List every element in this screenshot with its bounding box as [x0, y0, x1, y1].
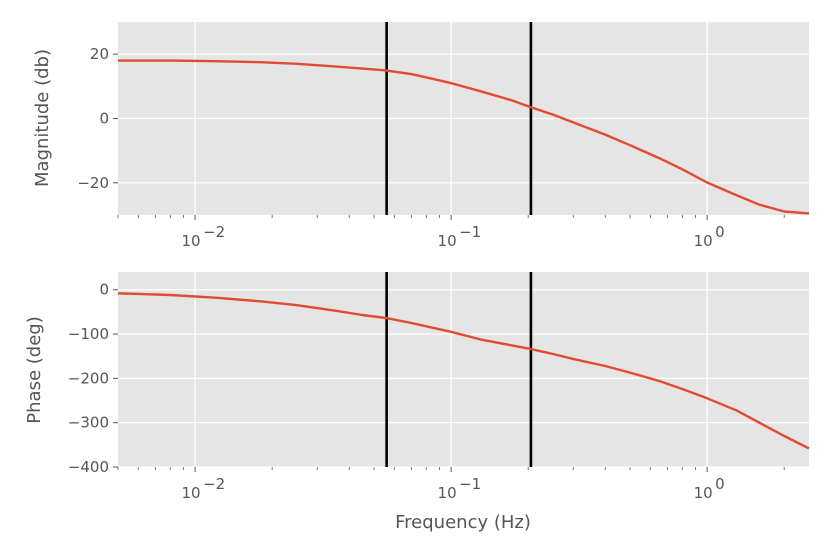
- magnitude-y-ticks: 20 0 −20: [77, 45, 118, 192]
- y-tick-label: −20: [77, 174, 109, 192]
- y-tick-label: 0: [99, 281, 109, 299]
- x-tick-exponent: −2: [203, 223, 225, 241]
- phase-x-ticks: 10 −2 10 −1 10 0: [117, 467, 785, 502]
- magnitude-reference-lines: [385, 22, 533, 215]
- x-tick-exponent: −1: [459, 475, 481, 493]
- magnitude-x-ticks: 10 −2 10 −1 10 0: [117, 215, 785, 250]
- magnitude-y-axis-label: Magnitude (db): [32, 49, 53, 187]
- phase-gridlines: [118, 272, 809, 468]
- magnitude-panel: 200−20 10 −2 10 −1 10 0 Magnitude (db): [32, 22, 810, 250]
- phase-series: [117, 292, 810, 450]
- x-tick-label: 10: [182, 484, 201, 502]
- y-tick-label: −100: [68, 325, 109, 343]
- x-tick-exponent: −1: [459, 223, 481, 241]
- series-line: [118, 59, 810, 215]
- y-tick-label: 20: [90, 45, 109, 63]
- phase-y-ticks: 0 −100 −200 −300 −400: [68, 281, 118, 476]
- y-tick-label: −200: [68, 369, 109, 387]
- y-tick-label: 0: [99, 110, 109, 128]
- x-tick-exponent: 0: [715, 475, 725, 493]
- x-tick-exponent: −2: [203, 475, 225, 493]
- y-tick-label: −400: [68, 458, 109, 476]
- phase-panel: 0−100−200−300−400 10 −2 10 −1 10 0 Phase (deg…: [24, 272, 810, 533]
- phase-reference-lines: [385, 272, 533, 467]
- phase-x-axis-label: Frequency (Hz): [395, 512, 531, 533]
- magnitude-gridlines: [118, 22, 809, 215]
- x-tick-label: 10: [182, 232, 201, 250]
- x-tick-label: 10: [694, 232, 713, 250]
- x-tick-label: 10: [694, 484, 713, 502]
- y-tick-label: −300: [68, 414, 109, 432]
- x-tick-label: 10: [438, 484, 457, 502]
- magnitude-series: [118, 59, 810, 215]
- phase-y-axis-label: Phase (deg): [24, 316, 45, 423]
- x-tick-exponent: 0: [715, 223, 725, 241]
- series-line: [117, 292, 810, 450]
- x-tick-label: 10: [438, 232, 457, 250]
- phase-plot-area: [118, 272, 809, 467]
